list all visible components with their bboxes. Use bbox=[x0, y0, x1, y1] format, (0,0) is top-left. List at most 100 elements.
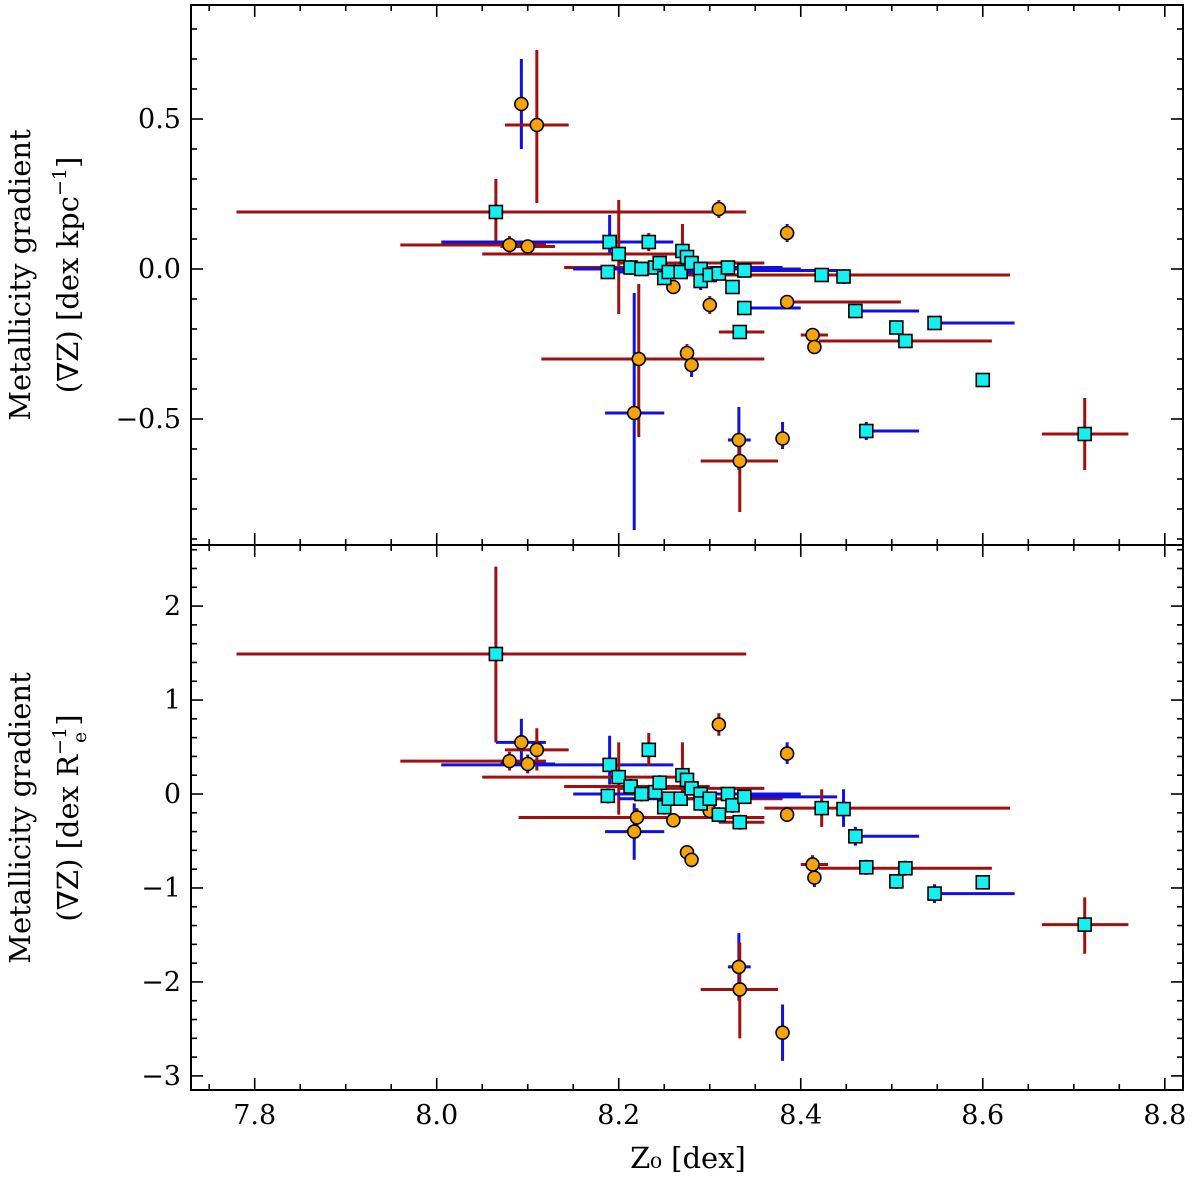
bottom-circle-point bbox=[775, 1025, 790, 1040]
x-tick-label: 8.6 bbox=[961, 1100, 1004, 1131]
bottom-ylabel-line1: Metallicity gradient bbox=[3, 672, 37, 964]
bottom-square-point bbox=[702, 791, 718, 807]
bottom-square-point bbox=[927, 886, 942, 901]
top-square-point bbox=[673, 264, 688, 280]
bottom-square-point bbox=[1077, 917, 1093, 932]
bottom-circle-point bbox=[807, 870, 822, 885]
top-circle-point bbox=[702, 297, 718, 313]
top-square-point bbox=[602, 234, 617, 250]
top-circle-point bbox=[679, 345, 695, 361]
bottom-panel: 2 1 0 −1 −2 −3 bbox=[141, 544, 1184, 1092]
top-square-point bbox=[720, 260, 736, 275]
bottom-circle-point bbox=[711, 717, 727, 732]
top-square-point bbox=[927, 315, 942, 331]
bottom-ylabel-line2: (∇Z) [dex R−1e] bbox=[49, 714, 91, 921]
bottom-y-tick-label: 2 bbox=[164, 591, 181, 622]
bottom-y-tick-label: −2 bbox=[141, 967, 181, 998]
top-square-point bbox=[889, 320, 904, 335]
bottom-circle-point bbox=[529, 742, 545, 758]
bottom-y-tick-label: −3 bbox=[141, 1061, 181, 1092]
bottom-square-point bbox=[711, 807, 727, 822]
top-circle-point bbox=[779, 294, 795, 310]
bottom-square-point bbox=[848, 828, 863, 844]
bottom-square-point bbox=[858, 860, 874, 875]
bottom-circle-point bbox=[684, 852, 699, 868]
bottom-circle-point bbox=[626, 824, 642, 839]
top-square-point bbox=[1077, 426, 1093, 442]
top-circle-point bbox=[775, 431, 790, 446]
bottom-square-point bbox=[898, 860, 913, 876]
top-circle-point bbox=[684, 357, 699, 373]
bottom-circle-point bbox=[502, 753, 517, 769]
bottom-circle-point bbox=[732, 982, 748, 997]
top-circle-point bbox=[502, 237, 517, 253]
top-square-point bbox=[898, 333, 913, 349]
bottom-square-point bbox=[634, 786, 649, 802]
top-square-point bbox=[848, 303, 863, 319]
bottom-square-point bbox=[673, 791, 688, 807]
bottom-circle-point bbox=[514, 735, 529, 750]
bottom-square-point bbox=[725, 797, 740, 813]
bottom-circle-point bbox=[805, 857, 820, 872]
bottom-square-point bbox=[975, 875, 991, 890]
top-ylabel-suffix: ] bbox=[51, 157, 85, 168]
top-square-point bbox=[858, 423, 874, 439]
bottom-ylabel-suffix: ] bbox=[51, 714, 85, 725]
x-tick-label: 8.8 bbox=[1143, 1100, 1186, 1131]
bottom-circle-point bbox=[731, 959, 747, 975]
top-square-point bbox=[600, 264, 616, 280]
x-axis-label: Z₀ [dex] bbox=[630, 1141, 746, 1175]
top-y-tick-label: −0.5 bbox=[115, 404, 181, 435]
bottom-circle-point bbox=[666, 813, 681, 828]
top-panel: 0.5 0.0 −0.5 bbox=[115, 4, 1184, 546]
bottom-square-point bbox=[737, 789, 752, 805]
top-y-tick-label: 0.0 bbox=[138, 254, 181, 285]
top-ylabel-line1: Metallicity gradient bbox=[3, 129, 37, 421]
bottom-square-point bbox=[814, 800, 829, 816]
top-ylabel-line2: (∇Z) [dex kpc−1] bbox=[49, 157, 85, 394]
top-square-point bbox=[634, 261, 649, 277]
bottom-square-point bbox=[600, 788, 616, 804]
top-circle-point bbox=[805, 327, 820, 343]
bottom-y-tick-label: 0 bbox=[164, 779, 181, 810]
top-y-tick-label: 0.5 bbox=[138, 104, 181, 135]
top-ylabel-prefix: (∇Z) [dex kpc bbox=[51, 196, 85, 393]
top-circle-point bbox=[514, 96, 529, 112]
bottom-y-tick-label: −1 bbox=[141, 873, 181, 904]
bottom-circle-point bbox=[629, 810, 645, 825]
bottom-square-point bbox=[652, 775, 667, 791]
bottom-square-point bbox=[836, 801, 851, 817]
bottom-plot-frame bbox=[190, 544, 1184, 1091]
top-circle-point bbox=[711, 201, 727, 217]
top-square-point bbox=[725, 279, 740, 295]
top-circle-point bbox=[779, 225, 795, 241]
top-square-point bbox=[732, 324, 748, 340]
bottom-ylabel-prefix: (∇Z) [dex R bbox=[51, 754, 85, 922]
bottom-square-point bbox=[623, 779, 638, 794]
top-square-point bbox=[737, 263, 752, 278]
bottom-square-point bbox=[889, 874, 904, 889]
bottom-ylabel-subscript: e bbox=[69, 732, 91, 743]
bottom-ylabel-superscript: −1 bbox=[49, 727, 71, 755]
bottom-circle-point bbox=[520, 756, 536, 772]
top-square-point bbox=[836, 269, 851, 284]
top-square-point bbox=[814, 267, 829, 283]
top-circle-point bbox=[731, 432, 747, 448]
x-tick-label: 7.8 bbox=[233, 1100, 276, 1131]
x-tick-label: 8.0 bbox=[415, 1100, 458, 1131]
bottom-circle-point bbox=[779, 746, 795, 761]
bottom-square-point bbox=[732, 814, 748, 830]
top-square-point bbox=[488, 204, 504, 220]
top-circle-point bbox=[732, 453, 748, 469]
top-circle-point bbox=[529, 117, 545, 133]
bottom-y-tick-label: 1 bbox=[164, 685, 181, 716]
top-square-point bbox=[611, 246, 627, 262]
top-circle-point bbox=[807, 339, 822, 355]
top-circle-point bbox=[626, 405, 642, 421]
top-circle-point bbox=[631, 351, 647, 367]
x-tick-label: 8.2 bbox=[597, 1100, 640, 1131]
bottom-square-point bbox=[602, 757, 617, 773]
bottom-square-point bbox=[488, 646, 504, 662]
bottom-square-point bbox=[611, 769, 627, 785]
